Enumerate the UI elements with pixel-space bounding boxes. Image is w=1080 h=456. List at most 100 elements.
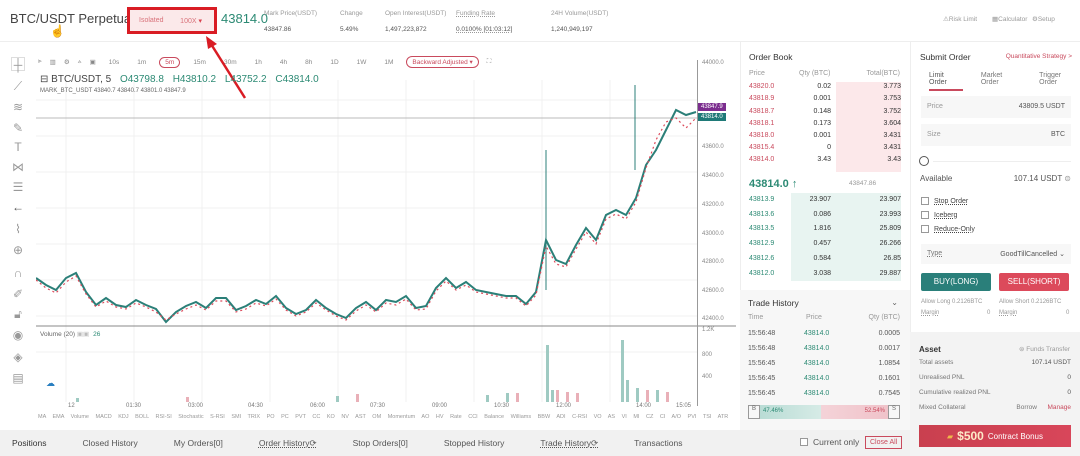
transfer-icon[interactable]: ⊜ xyxy=(1064,174,1071,183)
ask-row[interactable]: 43814.0 3.43 3.43 xyxy=(749,156,901,163)
ask-row[interactable]: 43820.0 0.02 3.773 xyxy=(749,83,901,90)
pattern-icon[interactable]: ⋈ xyxy=(12,160,24,174)
settings-icon[interactable]: ⚙ xyxy=(63,59,70,66)
tab-trade-history[interactable]: Trade History⟳ xyxy=(540,438,598,449)
current-only-checkbox[interactable]: Current only xyxy=(800,437,859,447)
close-all-button[interactable]: Close All xyxy=(865,436,903,449)
ohlc-high: H43810.2 xyxy=(172,74,217,85)
tab-positions[interactable]: Positions xyxy=(12,438,47,448)
bid-row[interactable]: 43812.0 3.038 29.887 xyxy=(749,270,901,277)
bid-row[interactable]: 43812.9 0.457 26.266 xyxy=(749,240,901,247)
indicator-bar[interactable]: MA EMA Volume MACD KDJ BOLL RSI-SI Stoch… xyxy=(38,414,729,420)
tab-stop-orders[interactable]: Stop Orders[0] xyxy=(352,438,408,448)
reduce-only-checkbox[interactable]: Reduce-Only xyxy=(921,225,975,233)
unlock-icon[interactable]: 🔓︎ xyxy=(14,307,22,321)
sell-ratio-button[interactable]: S xyxy=(888,405,900,419)
size-input[interactable]: Size BTC xyxy=(921,124,1071,146)
prediction-icon[interactable]: ☰ xyxy=(12,180,24,194)
size-slider-track[interactable] xyxy=(933,161,1071,162)
tab-order-history[interactable]: Order History⟳ xyxy=(259,438,317,449)
iceberg-checkbox[interactable]: Iceberg xyxy=(921,211,957,219)
interval-1m[interactable]: 1m xyxy=(137,58,147,66)
bid-row[interactable]: 43813.5 1.816 25.809 xyxy=(749,225,901,232)
collapse-icon[interactable]: ⊟ xyxy=(40,74,49,85)
ask-row[interactable]: 43818.7 0.148 3.752 xyxy=(749,108,901,115)
tab-stopped-history[interactable]: Stopped History xyxy=(443,438,505,448)
buy-ratio-button[interactable]: B xyxy=(748,405,760,419)
magnet-icon[interactable]: ∩ xyxy=(13,266,23,280)
trend-line-icon[interactable]: ⟋ xyxy=(13,79,23,93)
tab-trigger-order[interactable]: Trigger Order xyxy=(1039,72,1062,86)
arrow-left-icon[interactable]: ← xyxy=(12,200,24,214)
symbol-selector[interactable]: BTC/USDT Perpetual⌄ xyxy=(10,11,145,26)
indicator-icon[interactable]: ⫸ xyxy=(38,58,42,65)
screenshot-icon[interactable]: ▣ xyxy=(89,59,96,66)
checkbox[interactable] xyxy=(921,197,929,205)
time-axis[interactable]: 12 01:30 03:00 04:30 06:00 07:30 09:00 1… xyxy=(36,403,698,413)
mixed-collateral-label: Mixed Collateral xyxy=(919,404,966,411)
interval-4h[interactable]: 4h xyxy=(279,58,288,66)
volume-settings-icon[interactable]: ▣▣ xyxy=(76,331,90,338)
interval-1mo[interactable]: 1M xyxy=(384,58,394,66)
trash-icon[interactable]: ▤ xyxy=(12,371,24,385)
risk-limit-button[interactable]: ⚠Risk Limit xyxy=(943,15,977,23)
funds-transfer-link[interactable]: ⊜ Funds Transfer xyxy=(1019,345,1070,353)
eye-icon[interactable]: ◉ xyxy=(12,328,24,342)
leverage-selector[interactable]: Isolated 100X ▾ xyxy=(127,7,217,34)
chart-type-icon[interactable]: ▥ xyxy=(49,59,56,66)
margin-short-label: Margin xyxy=(999,310,1018,316)
bid-row[interactable]: 43813.6 0.086 23.993 xyxy=(749,211,901,218)
adjust-mode-dropdown[interactable]: Backward Adjusted ▾ xyxy=(406,56,479,68)
interval-1d[interactable]: 1D xyxy=(330,58,339,66)
chevron-down-icon[interactable]: ⌄ xyxy=(891,298,898,307)
bid-row[interactable]: 43812.6 0.584 26.85 xyxy=(749,255,901,262)
stat-funding-rate[interactable]: Funding Rate 0.0100% [01:03:12] xyxy=(456,10,512,33)
candlestick-chart[interactable] xyxy=(36,60,736,406)
ask-row[interactable]: 43818.9 0.001 3.753 xyxy=(749,95,901,102)
time-in-force-select[interactable]: Type GoodTillCancelled ⌄ xyxy=(921,244,1071,264)
mark-price-legend: MARK_BTC_USDT 43840.7 43840.7 43801.0 43… xyxy=(40,88,186,94)
cloud-icon[interactable]: ☁ xyxy=(46,378,55,388)
price-axis[interactable]: 44000.0 43847.9 43814.0 43600.0 43400.0 … xyxy=(697,60,737,406)
tab-limit-order[interactable]: Limit Order xyxy=(929,72,963,91)
size-slider-handle[interactable] xyxy=(919,156,929,166)
checkbox[interactable] xyxy=(921,211,929,219)
manage-link[interactable]: Manage xyxy=(1047,404,1072,411)
fullscreen-icon[interactable]: ⛶ xyxy=(486,58,492,65)
interval-10s[interactable]: 10s xyxy=(108,58,120,66)
sell-short-button[interactable]: SELL(SHORT) xyxy=(999,273,1069,291)
contract-bonus-banner[interactable]: ▰ $500 Contract Bonus xyxy=(919,425,1071,447)
tab-closed-history[interactable]: Closed History xyxy=(82,438,138,448)
calculator-button[interactable]: ▦Calculator xyxy=(992,15,1027,23)
interval-8h[interactable]: 8h xyxy=(305,58,313,66)
tab-market-order[interactable]: Market Order xyxy=(980,72,1003,86)
interval-1h[interactable]: 1h xyxy=(254,58,262,66)
buy-long-button[interactable]: BUY(LONG) xyxy=(921,273,991,291)
checkbox[interactable] xyxy=(921,225,929,233)
ask-row[interactable]: 43815.4 0 3.431 xyxy=(749,144,901,151)
compare-icon[interactable]: ⟑ xyxy=(77,58,82,65)
tab-label: Trade History xyxy=(540,437,592,448)
fib-icon[interactable]: ≋ xyxy=(12,100,24,114)
layers-icon[interactable]: ◈ xyxy=(13,350,23,364)
interval-1w[interactable]: 1W xyxy=(356,58,367,66)
checkbox[interactable] xyxy=(800,438,808,446)
crosshair-icon[interactable]: ┼ xyxy=(11,57,25,72)
stop-order-checkbox[interactable]: Stop Order xyxy=(921,197,968,205)
setup-button[interactable]: ⚙Setup xyxy=(1032,15,1055,23)
lock-drawing-icon[interactable]: ✐ xyxy=(12,287,24,301)
ask-row[interactable]: 43818.1 0.173 3.604 xyxy=(749,120,901,127)
text-icon[interactable]: T xyxy=(14,140,22,154)
interval-15m[interactable]: 15m xyxy=(193,58,206,66)
interval-5m[interactable]: 5m xyxy=(159,56,181,68)
price-input[interactable]: Price 43809.5 USDT xyxy=(921,96,1071,118)
bid-row[interactable]: 43813.9 23.907 23.907 xyxy=(749,196,901,203)
tab-my-orders[interactable]: My Orders[0] xyxy=(173,438,223,448)
zoom-in-icon[interactable]: ⊕ xyxy=(12,243,24,257)
ask-row[interactable]: 43818.0 0.001 3.431 xyxy=(749,132,901,139)
ruler-icon[interactable]: ⌇ xyxy=(15,222,21,236)
tab-transactions[interactable]: Transactions xyxy=(634,438,683,448)
borrow-link[interactable]: Borrow xyxy=(1016,404,1037,411)
quantitative-strategy-link[interactable]: Quantitative Strategy > xyxy=(1005,53,1072,60)
brush-icon[interactable]: ✎ xyxy=(12,121,24,135)
